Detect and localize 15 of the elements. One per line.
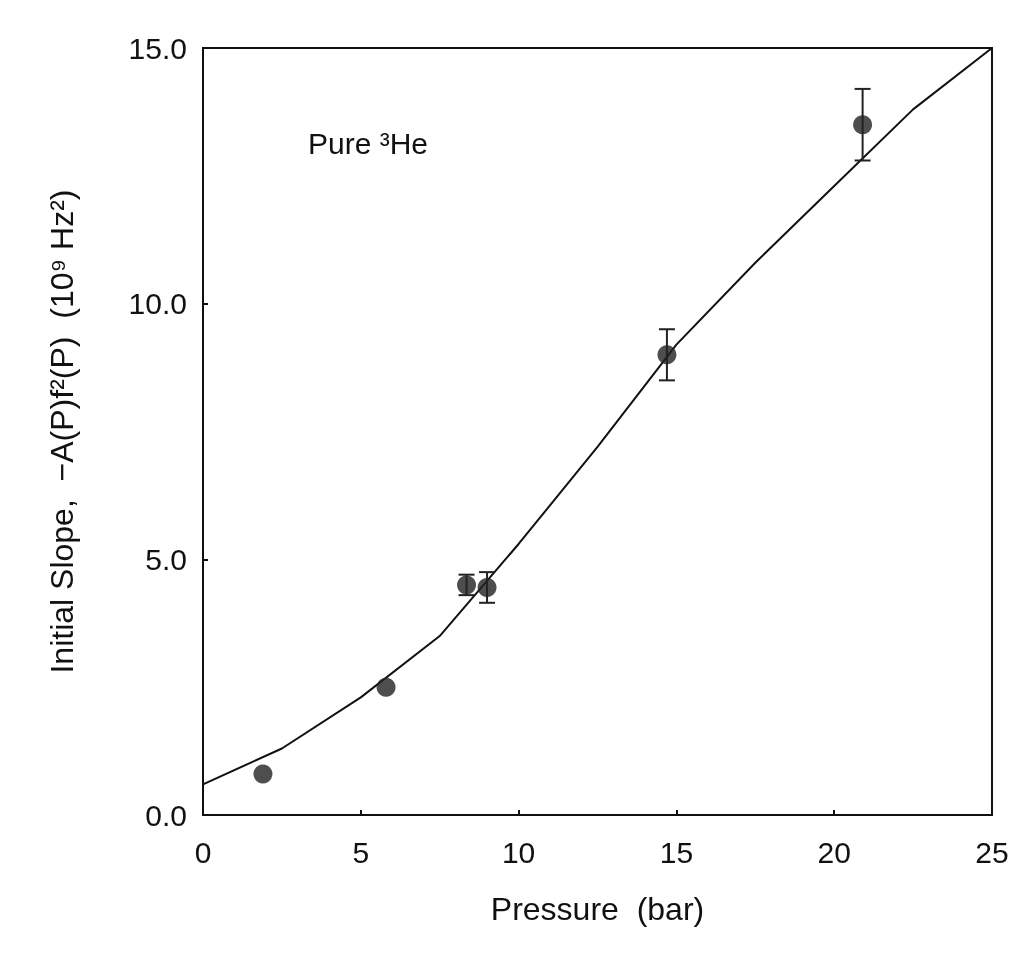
y-tick-label: 5.0 xyxy=(145,542,187,576)
x-tick-label: 10 xyxy=(501,835,536,869)
y-tick-label: 0.0 xyxy=(145,798,187,832)
x-tick-label: 20 xyxy=(817,835,851,869)
x-tick-label: 25 xyxy=(975,835,1009,869)
y-tick-label: 10.0 xyxy=(128,287,187,321)
x-axis-title: Pressure (bar) xyxy=(490,891,705,927)
point xyxy=(253,764,273,784)
y-tick-label: 15.0 xyxy=(128,31,187,65)
point xyxy=(376,677,396,697)
x-tick-label: 15 xyxy=(659,835,694,869)
x-tick-label: 5 xyxy=(352,835,370,869)
annotation: Pure ³He xyxy=(308,126,429,160)
x-tick-label: 0 xyxy=(194,835,212,869)
y-axis-title: Initial Slope, −A(P)f²(P) (10⁹ Hz²) xyxy=(44,189,80,674)
